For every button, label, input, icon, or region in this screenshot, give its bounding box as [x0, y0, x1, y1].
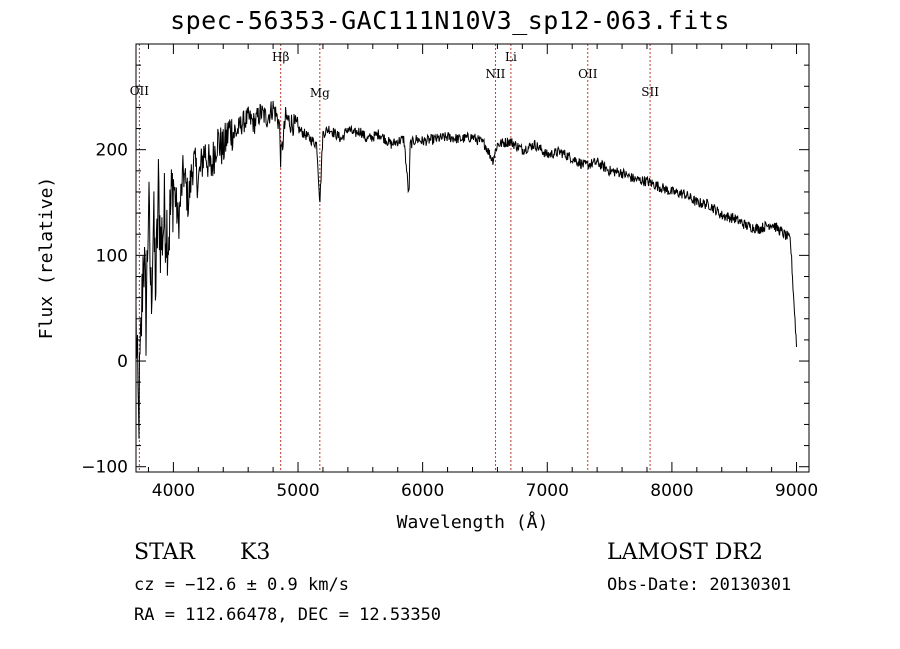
spectrum-line: [135, 100, 797, 439]
emission-line-label: Mg: [310, 86, 330, 100]
emission-line-label: NII: [485, 67, 505, 81]
x-axis-label: Wavelength (Å): [397, 511, 549, 533]
emission-line-label: OII: [130, 84, 150, 98]
object-class: STAR: [134, 540, 195, 565]
observation-date: Obs-Date: 20130301: [607, 575, 792, 595]
y-axis-label-group: Flux (relative): [36, 177, 57, 340]
plot-frame: [135, 43, 810, 473]
y-tick-label: 0: [117, 352, 128, 372]
x-tick-label: 9000: [775, 481, 818, 501]
plot-axes: [135, 43, 810, 473]
axis-ticks: 4000 5000 6000 7000 8000 9000 −100 0 100 200: [81, 43, 818, 501]
coordinates-readout: RA = 112.66478, DEC = 12.53350: [134, 605, 442, 625]
x-tick-label: 7000: [526, 481, 569, 501]
x-tick-label: 8000: [650, 481, 693, 501]
survey-name: LAMOST DR2: [607, 540, 763, 565]
x-tick-label: 6000: [401, 481, 444, 501]
y-tick-label: 200: [96, 141, 128, 161]
y-tick-label: −100: [81, 458, 128, 478]
x-tick-label: 4000: [152, 481, 195, 501]
object-subclass: K3: [240, 540, 271, 565]
emission-line-label: OII: [578, 67, 598, 81]
x-tick-label: 5000: [276, 481, 319, 501]
redshift-readout: cz = −12.6 ± 0.9 km/s: [134, 575, 349, 595]
emission-line-label: SII: [641, 85, 659, 99]
emission-line-label: Li: [505, 50, 517, 64]
spectrum-series: [135, 100, 797, 439]
chart-title: spec-56353-GAC111N10V3_sp12-063.fits: [170, 6, 730, 35]
y-axis-label: Flux (relative): [36, 177, 57, 340]
emission-line-label: Hβ: [272, 50, 289, 64]
y-tick-label: 100: [96, 246, 128, 266]
